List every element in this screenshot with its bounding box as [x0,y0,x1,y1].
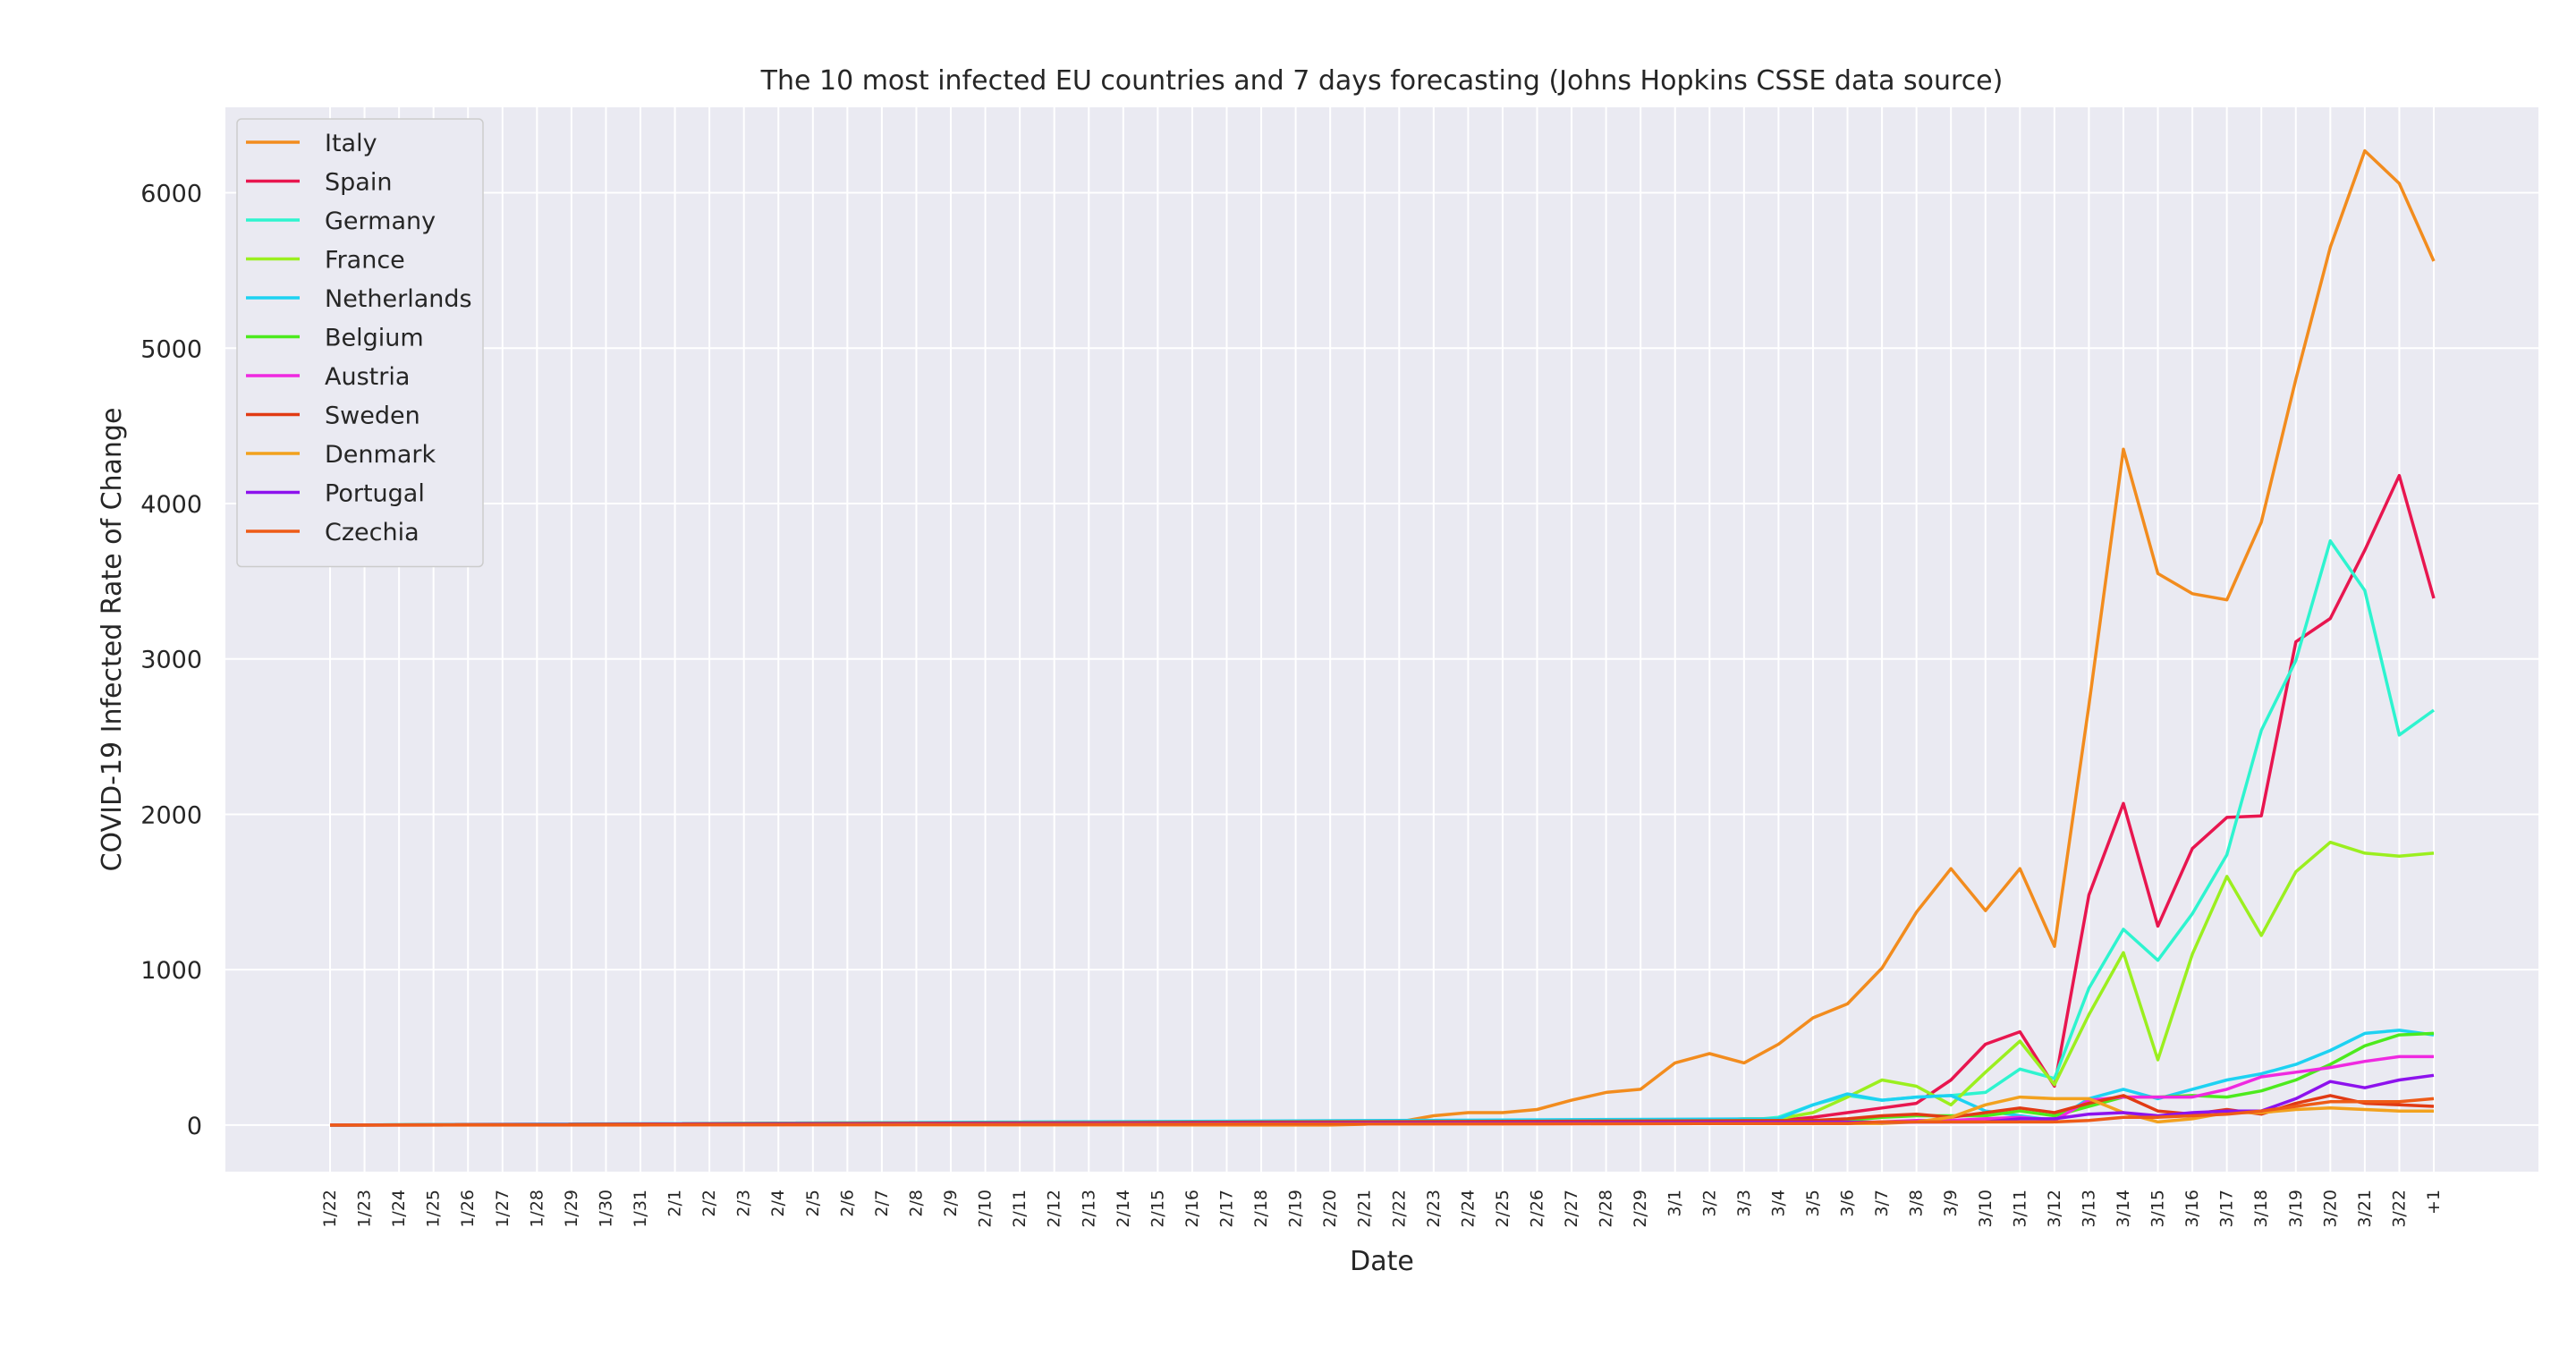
x-tick-label: 2/13 [1079,1190,1098,1228]
x-tick-label: 3/19 [2286,1190,2306,1228]
x-axis-label: Date [1350,1246,1414,1277]
x-tick-label: 1/30 [596,1190,615,1228]
legend-entry: Belgium [325,325,424,352]
x-tick-label: 1/31 [631,1190,650,1228]
x-tick-label: 3/22 [2389,1190,2409,1228]
x-tick-label: 3/14 [2114,1190,2133,1228]
x-tick-label: 2/4 [768,1190,788,1217]
x-tick-label: 3/9 [1941,1190,1961,1217]
x-tick-label: 2/27 [1562,1190,1581,1228]
x-tick-label: 2/7 [872,1190,892,1217]
x-tick-label: 3/16 [2182,1190,2202,1228]
series-line-sweden [329,1094,2435,1127]
x-tick-label: 3/20 [2320,1190,2340,1228]
y-tick-label: 3000 [140,647,202,674]
legend: Italy Spain Germany France Netherlands Belgiu… [236,118,484,568]
legend-entry: Spain [325,169,392,197]
x-tick-label: 1/28 [527,1190,547,1228]
x-tick-label: 2/3 [734,1190,754,1217]
x-tick-label: 2/24 [1458,1190,1478,1228]
x-tick-label: 3/5 [1803,1190,1823,1217]
x-tick-label: 1/22 [320,1190,340,1228]
series-line-czechia [329,1097,2435,1127]
y-tick-labels: 0 1000 2000 3000 4000 5000 6000 [140,181,202,1140]
legend-entry: Portugal [325,480,425,508]
x-tick-labels: 1/22 1/23 1/24 1/25 1/26 1/27 1/28 1/29 1/30 1/31… [320,1190,2444,1228]
x-tick-label: 1/27 [493,1190,513,1228]
x-tick-label: 2/9 [941,1190,961,1217]
x-tick-label: 2/19 [1286,1190,1306,1228]
x-tick-label: 3/11 [2010,1190,2029,1228]
x-tick-label: 2/26 [1528,1190,1547,1228]
x-tick-label: 2/28 [1597,1190,1616,1228]
x-tick-label: 2/11 [1010,1190,1030,1228]
y-tick-label: 1000 [140,957,202,985]
x-tick-label: 3/12 [2045,1190,2064,1228]
x-tick-label: 3/10 [1976,1190,1996,1228]
series-line-portugal [329,1073,2435,1127]
x-tick-label: 2/17 [1216,1190,1236,1228]
x-tick-label: 1/29 [562,1190,581,1228]
x-tick-label: 3/8 [1907,1190,1927,1217]
series-lines [329,148,2436,1127]
x-tick-label: 2/21 [1355,1190,1375,1228]
x-tick-label: 1/26 [458,1190,478,1228]
x-tick-label: 1/25 [424,1190,444,1228]
x-tick-label: 2/10 [976,1190,996,1228]
x-tick-label: 2/6 [837,1190,857,1217]
legend-entry: France [325,247,405,275]
legend-entry: Sweden [325,402,420,430]
legend-entry: Italy [325,130,377,157]
chart-title: The 10 most infected EU countries and 7 … [760,65,2004,97]
plot-area [225,107,2538,1172]
legend-entry: Netherlands [325,285,472,313]
legend-entry: Austria [325,363,410,391]
x-tick-label: +1 [2424,1190,2444,1215]
x-tick-label: 3/13 [2079,1190,2098,1228]
x-tick-label: 3/15 [2148,1190,2168,1228]
x-tick-label: 3/4 [1768,1190,1788,1217]
x-tick-label: 2/18 [1251,1190,1271,1228]
series-line-italy [330,148,2436,1127]
x-tick-label: 2/29 [1631,1190,1650,1228]
x-tick-label: 3/1 [1665,1190,1685,1217]
y-tick-label: 2000 [140,801,202,829]
x-tick-label: 2/23 [1424,1190,1444,1228]
x-tick-label: 1/23 [355,1190,375,1228]
x-tick-label: 3/17 [2217,1190,2237,1228]
y-tick-label: 0 [187,1113,202,1140]
legend-entry: Denmark [325,441,436,469]
y-tick-label: 6000 [140,181,202,208]
y-axis-label: COVID-19 Infected Rate of Change [97,408,128,872]
legend-entry: Czechia [325,519,419,546]
x-tick-label: 2/14 [1114,1190,1133,1228]
x-tick-label: 3/21 [2355,1190,2375,1228]
x-tick-label: 2/20 [1320,1190,1340,1228]
x-tick-label: 2/25 [1493,1190,1513,1228]
x-tick-label: 2/16 [1182,1190,1202,1228]
x-tick-label: 2/12 [1045,1190,1064,1228]
x-tick-label: 2/22 [1389,1190,1409,1228]
x-tick-label: 2/5 [803,1190,823,1217]
x-tick-label: 3/3 [1734,1190,1754,1217]
x-tick-label: 2/8 [906,1190,926,1217]
x-tick-label: 1/24 [389,1190,409,1228]
x-tick-label: 3/2 [1699,1190,1719,1217]
legend-entry: Germany [325,207,436,235]
y-tick-label: 4000 [140,491,202,519]
y-tick-label: 5000 [140,335,202,363]
x-tick-label: 3/7 [1872,1190,1892,1217]
x-tick-label: 2/15 [1148,1190,1167,1228]
x-tick-label: 2/2 [699,1190,719,1217]
x-tick-label: 3/6 [1838,1190,1858,1217]
x-tick-label: 3/18 [2251,1190,2271,1228]
x-tick-label: 2/1 [665,1190,685,1217]
grid-lines [225,107,2538,1172]
